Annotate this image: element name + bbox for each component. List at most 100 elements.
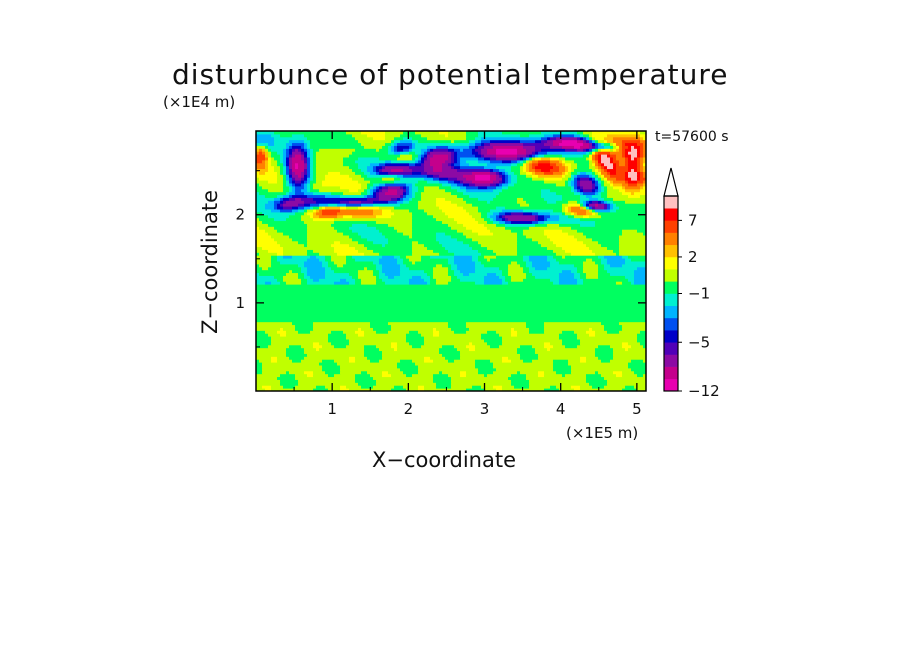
field-cell (256, 362, 263, 366)
field-cell (277, 180, 284, 184)
field-cell (616, 177, 626, 181)
field-cell (562, 174, 566, 178)
field-cell (256, 237, 275, 242)
field-cell (571, 180, 575, 184)
field-cell (433, 165, 443, 170)
field-cell (415, 183, 443, 187)
field-cell (508, 266, 524, 271)
field-cell (349, 281, 356, 285)
field-cell (451, 379, 512, 383)
field-cell (382, 356, 425, 360)
field-cell (256, 206, 266, 210)
field-cell (277, 151, 284, 155)
field-cell (301, 148, 305, 152)
field-cell (349, 341, 392, 346)
field-cell (529, 226, 572, 230)
field-cell (586, 157, 590, 161)
field-cell (328, 261, 335, 265)
field-cell (361, 142, 386, 146)
field-cell (439, 333, 482, 337)
field-cell (313, 177, 317, 181)
field-cell (325, 258, 332, 262)
field-cell (538, 151, 548, 155)
field-cell (616, 165, 629, 170)
field-cell (316, 154, 350, 158)
field-cell (496, 154, 518, 158)
field-cell (580, 275, 587, 279)
field-cell (307, 209, 314, 213)
field-cell (355, 373, 371, 378)
field-cell (370, 185, 374, 190)
field-cell (607, 154, 611, 158)
field-cell (442, 370, 461, 375)
field-cell (550, 341, 563, 346)
field-cell (643, 162, 646, 167)
field-cell (307, 353, 365, 357)
field-cell (523, 258, 530, 262)
field-cell (535, 168, 542, 172)
field-cell (484, 339, 503, 343)
field-cell (388, 171, 413, 175)
field-cell (514, 171, 521, 175)
field-cell (610, 272, 635, 276)
field-cell (370, 373, 383, 378)
field-cell (469, 162, 488, 167)
field-cell (487, 341, 503, 346)
field-cell (391, 344, 398, 349)
field-cell (373, 240, 389, 245)
field-cell (283, 171, 287, 175)
field-cell (571, 209, 587, 213)
field-cell (571, 370, 596, 375)
field-cell (610, 148, 614, 152)
field-cell (382, 263, 401, 268)
field-cell (271, 356, 278, 360)
field-cell (352, 151, 389, 155)
field-cell (256, 287, 646, 291)
field-cell (418, 203, 437, 207)
field-cell (604, 266, 638, 271)
field-cell (523, 278, 551, 282)
field-cell (346, 203, 362, 207)
field-cell (472, 171, 491, 175)
field-cell (289, 139, 305, 144)
field-cell (607, 188, 620, 193)
field-cell (595, 165, 599, 170)
field-cell (256, 289, 646, 294)
field-cell (304, 356, 350, 360)
field-cell (373, 183, 380, 187)
field-cell (406, 194, 413, 198)
field-cell (352, 214, 377, 219)
field-cell (451, 139, 455, 144)
field-cell (409, 191, 413, 196)
field-cell (331, 258, 347, 262)
field-cell (421, 148, 428, 152)
field-cell (502, 281, 509, 285)
field-cell (628, 145, 632, 149)
field-cell (265, 145, 269, 149)
field-cell (523, 209, 554, 213)
field-cell (559, 275, 575, 279)
field-cell (577, 237, 593, 242)
field-cell (277, 252, 284, 256)
colorbar-swatch (664, 269, 678, 282)
field-cell (355, 281, 362, 285)
field-cell (280, 165, 284, 170)
field-cell (265, 388, 272, 391)
colorbar-swatch (664, 196, 678, 209)
field-cell (262, 246, 284, 250)
field-cell (529, 330, 545, 334)
field-cell (256, 298, 646, 302)
field-cell (424, 162, 431, 167)
field-cell (412, 197, 422, 201)
field-cell (475, 266, 500, 271)
field-cell (565, 211, 572, 216)
field-cell (400, 255, 407, 259)
field-cell (490, 177, 497, 181)
field-cell (319, 188, 350, 193)
field-cell (286, 350, 305, 354)
field-cell (283, 185, 290, 190)
field-cell (595, 206, 605, 210)
field-cell (316, 171, 329, 175)
field-cell (526, 324, 545, 328)
field-cell (382, 165, 386, 170)
